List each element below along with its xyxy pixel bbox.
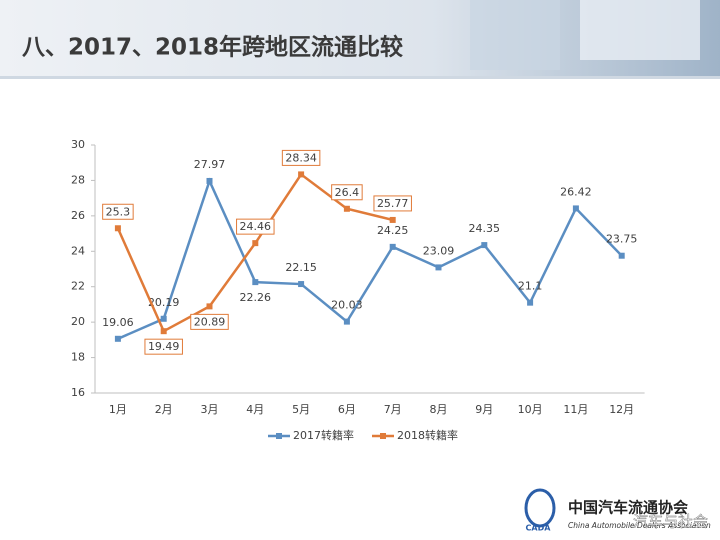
legend-marker [276,433,282,439]
data-label: 24.35 [469,222,501,235]
y-tick-label: 16 [71,386,85,399]
marker [114,335,121,342]
data-label: 26.42 [560,185,592,198]
data-label: 23.09 [423,244,455,257]
legend-label: 2017转籍率 [293,428,354,442]
data-label: 24.46 [240,220,272,233]
marker [572,205,579,212]
logo-abbr: CADA [526,524,552,533]
x-tick-label: 2月 [155,403,173,416]
y-tick-label: 24 [71,244,85,257]
y-tick-label: 26 [71,209,85,222]
data-label-box [190,313,229,330]
y-tick-label: 30 [71,138,85,151]
data-label: 21.1 [518,280,543,293]
y-tick-label: 28 [71,173,85,186]
marker [252,240,259,247]
marker [435,264,442,271]
logo-name: 中国汽车流通协会 [568,499,688,517]
marker [343,318,350,325]
data-label-box [281,149,321,166]
data-label: 19.49 [148,340,180,353]
data-label-box [331,184,363,201]
x-tick-label: 4月 [246,403,264,416]
data-label-box [102,203,134,220]
x-tick-label: 6月 [338,403,356,416]
data-label-box [373,195,412,212]
data-label: 20.19 [148,296,180,309]
marker [114,225,121,232]
marker [527,299,534,306]
data-label-box [236,218,275,235]
series-line [117,177,623,340]
marker [343,205,350,212]
marker [206,303,213,310]
marker [252,279,259,286]
data-label: 19.06 [102,316,134,329]
data-label: 25.3 [106,205,131,218]
marker [298,171,305,178]
data-label: 20.03 [331,299,363,312]
marker [618,252,625,259]
marker [206,177,213,184]
x-tick-label: 10月 [518,403,543,416]
data-label: 22.15 [285,261,317,274]
data-label: 20.89 [194,315,226,328]
y-tick-label: 18 [71,351,85,364]
x-tick-label: 7月 [384,403,402,416]
data-label: 28.34 [285,151,317,164]
marker [298,281,305,288]
x-tick-label: 3月 [201,403,219,416]
data-label: 24.25 [377,224,409,237]
y-tick-label: 22 [71,280,85,293]
data-label: 26.4 [335,186,360,199]
legend-label: 2018转籍率 [397,428,458,442]
data-label: 27.97 [194,158,226,171]
data-label: 22.26 [240,291,272,304]
marker [160,328,167,335]
header-block [470,0,560,70]
legend-marker [380,433,386,439]
chart: 16 18 20 22 24 26 28 30 1月 2月 3月 4月 5月 6月 7月 8月 9月 10月 11月… [71,138,645,442]
marker [389,243,396,250]
watermark: 汽车与社会 [633,513,708,531]
x-tick-label: 11月 [563,403,588,416]
slide-title: 八、2017、2018年跨地区流通比较 [22,34,403,61]
x-tick-label: 8月 [430,403,448,416]
marker [389,216,396,223]
marker [481,242,488,249]
data-label-box [144,338,183,355]
x-tick-label: 5月 [292,403,310,416]
x-tick-label: 1月 [109,403,127,416]
logo: CADA 中国汽车流通协会 China Automobile Dealers A… [524,488,711,533]
data-label: 23.75 [606,233,638,246]
x-tick-label: 12月 [609,403,634,416]
y-tick-label: 20 [71,315,85,328]
logo-english: China Automobile Dealers Association [568,521,711,530]
header-rule [0,76,720,79]
marker [160,315,167,322]
logo-mark [524,488,556,528]
data-label: 25.77 [377,197,409,210]
x-tick-label: 9月 [475,403,493,416]
header-block [580,0,700,60]
